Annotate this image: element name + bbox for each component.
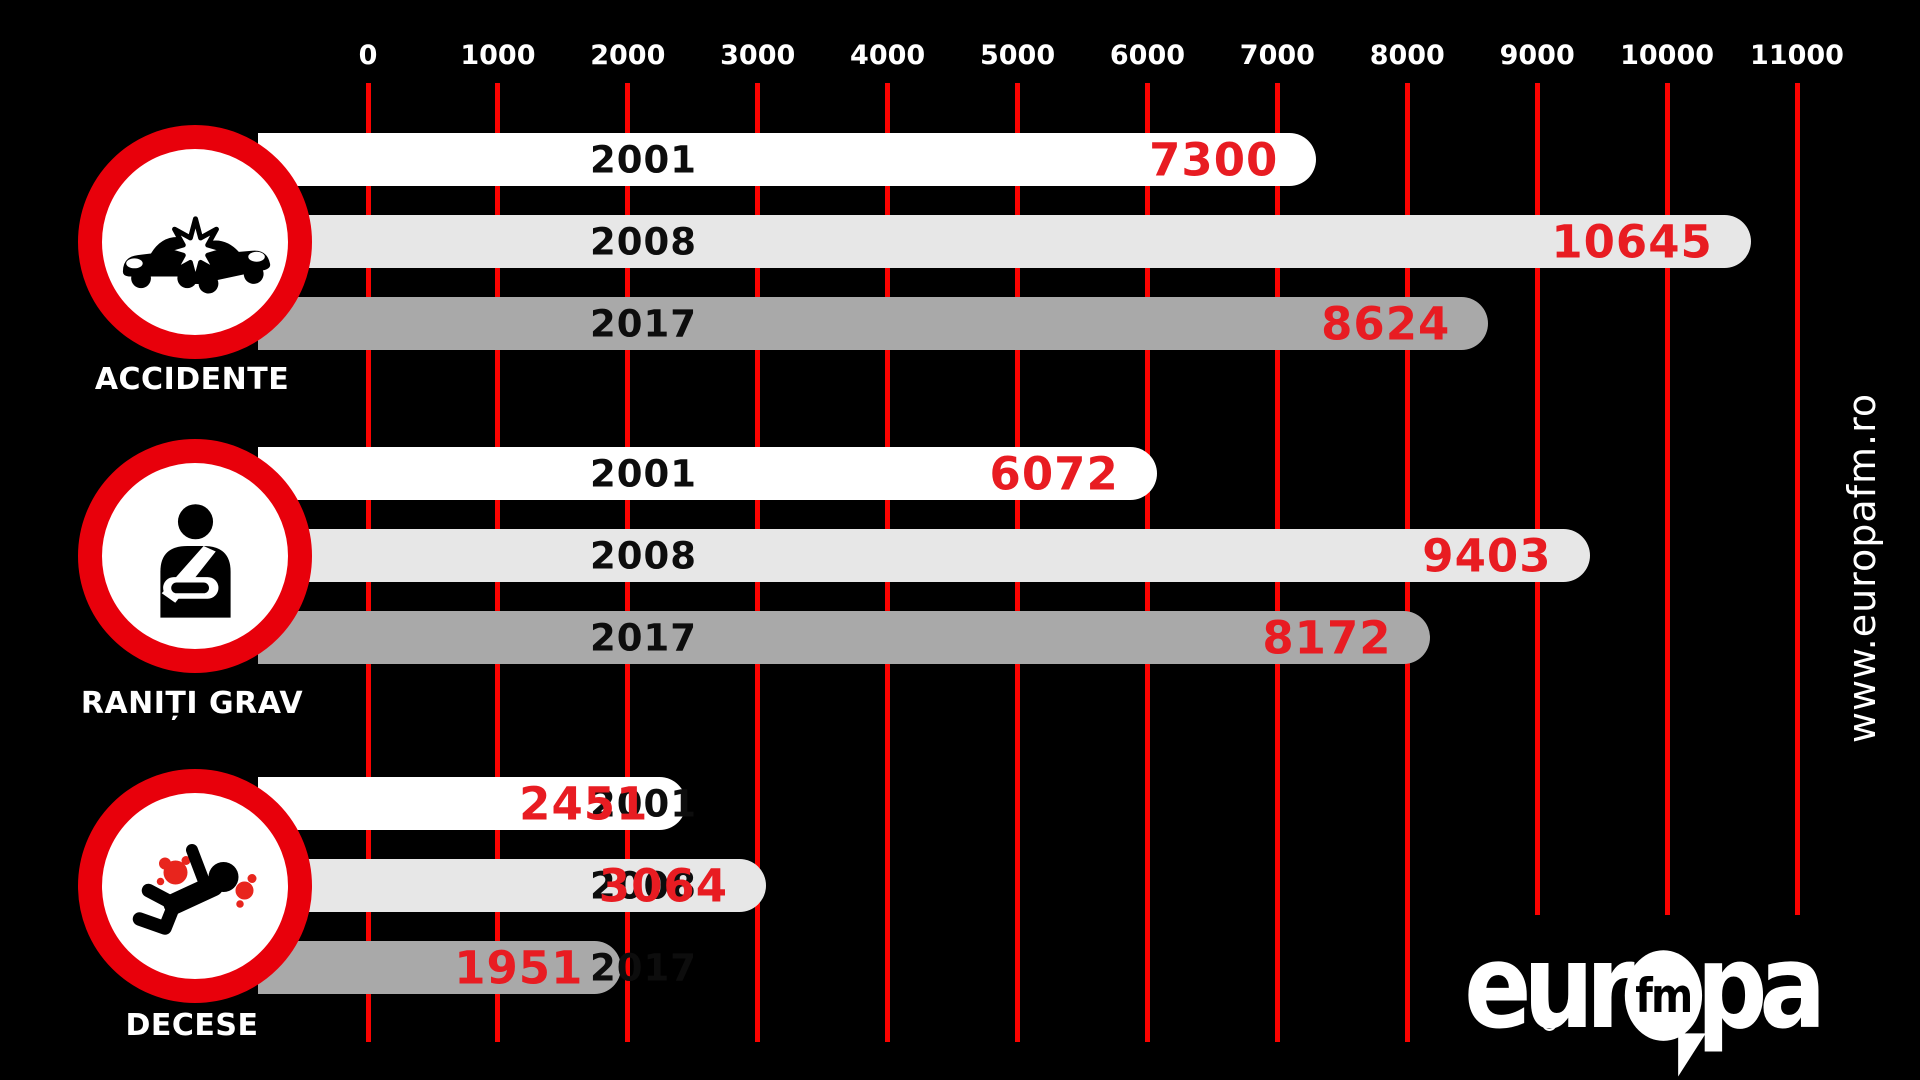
bar-row: 2008 3064	[0, 859, 1920, 912]
bar-year-label: 2008	[590, 534, 697, 577]
bar-row: 2017 1951	[0, 941, 1920, 994]
axis-tick-label: 10000	[1620, 40, 1715, 71]
bar-decese-2017: 2017 1951	[258, 941, 696, 994]
europafm-logo: eur fm pa ®	[1464, 919, 1826, 1077]
bar-year-label: 2017	[590, 302, 697, 345]
bar-year-label: 2001	[590, 138, 697, 181]
bar-accidente-2017: 2017 8624	[258, 297, 1489, 350]
injured-person-icon	[159, 504, 231, 618]
bar-decese-2008: 2008 3064	[258, 859, 767, 912]
group-icon-rani-i-grav	[78, 438, 312, 673]
bar-value-label: 3064	[598, 859, 729, 912]
bar-row: 2017 8172	[0, 611, 1920, 664]
logo-fm-text: fm	[1635, 968, 1693, 1024]
gridline	[1664, 83, 1670, 915]
bar-row: 2001 2451	[0, 777, 1920, 830]
gridline	[1794, 83, 1800, 915]
bar-row: 2008 9403	[0, 529, 1920, 582]
website-vertical-text: www.europafm.ro	[1840, 392, 1884, 744]
bar-row: 2001 6072	[0, 447, 1920, 500]
logo-fm-disc: fm	[1624, 950, 1702, 1041]
axis-tick-label: 5000	[979, 40, 1056, 71]
bar-rani-i-grav-2001: 2001 6072	[258, 447, 1157, 500]
bar-row: 2017 8624	[0, 297, 1920, 350]
axis-tick-label: 0	[358, 40, 378, 71]
gridline	[1534, 83, 1540, 915]
axis-tick-label: 7000	[1239, 40, 1315, 71]
logo-speech-tail	[1678, 1033, 1706, 1077]
bar-year-label: 2017	[590, 616, 697, 659]
bar-decese-2001: 2001 2451	[258, 777, 696, 830]
axis-tick-label: 9000	[1499, 40, 1575, 71]
bar-accidente-2008: 2008 10645	[258, 215, 1751, 268]
bar-value-label: 2451	[519, 777, 649, 830]
logo-text-left: eur	[1464, 919, 1635, 1055]
fallen-person-icon	[132, 843, 257, 935]
bar-accidente-2001: 2001 7300	[258, 133, 1317, 186]
axis-tick-label: 1000	[460, 40, 536, 71]
group-label: ACCIDENTE	[94, 362, 290, 397]
group-icon-decese	[78, 768, 312, 1003]
group-label: RANIȚI GRAV	[80, 686, 304, 721]
bar-value-label: 9403	[1422, 529, 1552, 582]
bar-value-label: 10645	[1551, 215, 1713, 268]
axis-tick-label: 6000	[1109, 40, 1186, 71]
bar-year-label: 2008	[590, 864, 697, 907]
logo-text-right: pa	[1696, 919, 1826, 1055]
car-crash-icon	[122, 216, 270, 294]
bar-row: 2001 7300	[0, 133, 1920, 186]
bar-rani-i-grav-2008: 2008 9403	[258, 529, 1590, 582]
axis-tick-label: 8000	[1369, 40, 1445, 71]
bar-rani-i-grav-2017: 2017 8172	[258, 611, 1430, 664]
axis-tick-label: 4000	[850, 40, 926, 71]
group-icon-accidente	[78, 124, 312, 359]
bar-row: 2008 10645	[0, 215, 1920, 268]
axis-tick-label: 11000	[1750, 40, 1844, 71]
bar-value-label: 8624	[1321, 297, 1451, 350]
axis-tick-label: 3000	[720, 40, 796, 71]
group-label: DECESE	[125, 1008, 259, 1043]
bar-value-label: 6072	[989, 447, 1119, 500]
registered-trademark: ®	[1538, 1007, 1561, 1038]
bar-year-label: 2017	[590, 946, 697, 989]
bar-year-label: 2001	[590, 452, 697, 495]
bar-value-label: 8172	[1262, 611, 1392, 664]
bar-year-label: 2001	[590, 782, 697, 825]
bar-value-label: 1951	[454, 941, 584, 994]
bar-year-label: 2008	[590, 220, 697, 263]
bar-value-label: 7300	[1149, 133, 1279, 186]
axis-tick-label: 2000	[590, 40, 666, 71]
